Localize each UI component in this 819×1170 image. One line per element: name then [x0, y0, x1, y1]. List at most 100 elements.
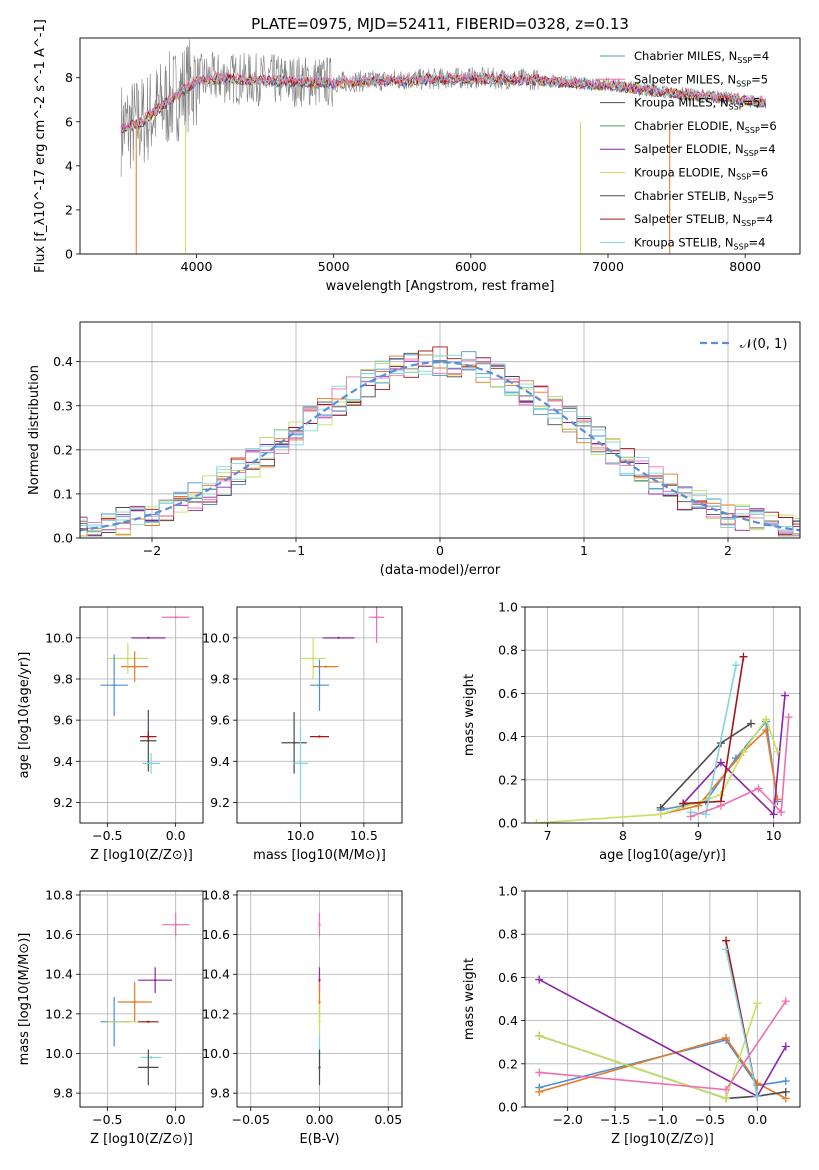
residual-histograms — [80, 346, 800, 537]
y-axis-label: age [log10(age/yr)] — [17, 652, 32, 779]
series-line — [538, 1003, 759, 1100]
data-marker — [679, 799, 688, 808]
x-tick-label: 8 — [619, 828, 627, 843]
y-tick-label: 9.4 — [210, 754, 230, 769]
legend-label: Salpeter MILES, NSSP=5 — [634, 72, 768, 88]
x-tick-label: 6000 — [455, 259, 487, 274]
data-marker — [739, 747, 748, 756]
data-marker — [781, 1087, 790, 1096]
y-tick-label: 10.8 — [202, 887, 230, 902]
data-point — [324, 665, 328, 668]
model-spectrum — [120, 71, 767, 133]
y-axis-label: Normed distribution — [27, 365, 42, 495]
y-tick-label: 0.2 — [498, 772, 518, 787]
x-tick-label: −1.0 — [647, 1112, 677, 1127]
y-tick-label: 6 — [65, 114, 73, 129]
mass-vs-EBV-points — [318, 912, 321, 1086]
histogram-step — [80, 352, 800, 537]
data-marker — [535, 1031, 544, 1040]
data-marker — [722, 1085, 731, 1094]
data-marker — [762, 726, 771, 735]
data-point — [337, 636, 340, 640]
x-tick-label: −0.5 — [92, 828, 122, 843]
y-tick-label: 10.0 — [202, 630, 230, 645]
data-marker — [747, 719, 756, 728]
y-tick-label: 9.6 — [210, 713, 230, 728]
data-point — [318, 923, 321, 926]
y-tick-label: 10.2 — [45, 1006, 73, 1021]
data-marker — [716, 801, 725, 810]
data-point — [375, 616, 378, 619]
legend-label: Kroupa ELODIE, NSSP=6 — [634, 166, 768, 182]
data-marker — [535, 975, 544, 984]
model-spectrum — [120, 71, 767, 132]
x-tick-label: 9 — [694, 828, 702, 843]
x-tick-label: 0.0 — [166, 828, 186, 843]
data-point — [147, 1020, 150, 1023]
data-marker — [535, 1087, 544, 1096]
age-vs-Z-points — [100, 616, 190, 774]
y-tick-label: 0.2 — [498, 1056, 518, 1071]
data-point — [318, 683, 321, 687]
data-point — [147, 1066, 150, 1069]
x-tick-label: 0.00 — [306, 1112, 334, 1127]
x-axis-label: wavelength [Angstrom, rest frame] — [326, 279, 555, 294]
data-point — [112, 683, 116, 687]
histogram-step — [80, 358, 800, 537]
y-tick-label: 10.0 — [45, 630, 73, 645]
data-point — [149, 762, 153, 765]
data-point — [299, 762, 302, 765]
data-marker — [769, 810, 778, 819]
age-vs-mass-axes: 10.0 10.5 9.2 9.4 9.6 9.8 10.0 mass [log10(M/M⊙… — [202, 607, 402, 863]
y-tick-label: 0.3 — [53, 398, 73, 413]
y-tick-label: 0.4 — [498, 1013, 518, 1028]
data-marker — [722, 1094, 731, 1103]
data-point — [174, 616, 177, 619]
data-marker — [753, 1092, 762, 1101]
data-point — [126, 657, 130, 660]
data-marker — [781, 1077, 790, 1086]
y-tick-label: 9.6 — [53, 713, 73, 728]
weight-vs-age-lines — [532, 652, 793, 823]
mass-vs-Z-points — [100, 912, 190, 1086]
x-tick-label: 2 — [724, 543, 732, 558]
data-point — [318, 1020, 321, 1023]
histogram-step — [80, 357, 800, 537]
weight-vs-Z-lines — [535, 936, 790, 1103]
y-axis-label: mass [log10(M/M⊙)] — [17, 933, 32, 1066]
x-tick-label: −0.05 — [232, 1112, 270, 1127]
y-tick-label: 0 — [65, 247, 73, 262]
data-marker — [722, 936, 731, 945]
y-tick-label: 10.2 — [202, 1006, 230, 1021]
axes-frame — [524, 890, 801, 1108]
series-line — [690, 665, 737, 816]
data-marker — [762, 715, 771, 724]
mass-vs-Z-axes: −0.5 0.0 9.8 10.0 10.2 10.4 10.6 10.8 Z [log10(Z… — [17, 887, 203, 1147]
y-tick-label: 0.1 — [53, 486, 73, 501]
axes-frame — [79, 890, 204, 1108]
series-line — [682, 695, 786, 817]
data-marker — [777, 808, 786, 817]
axes-frame — [236, 890, 403, 1108]
axes-frame — [524, 606, 801, 824]
data-point — [318, 1000, 321, 1004]
x-tick-label: −1.5 — [600, 1112, 630, 1127]
spectrum-legend: Chabrier MILES, NSSP=4 Salpeter MILES, NS… — [600, 49, 777, 251]
data-marker — [739, 652, 748, 661]
x-tick-label: 5000 — [318, 259, 350, 274]
data-point — [318, 1066, 321, 1069]
y-tick-label: 0.8 — [498, 927, 518, 942]
y-tick-label: 9.8 — [210, 1086, 230, 1101]
series-line — [536, 717, 779, 823]
data-point — [149, 1056, 153, 1059]
y-tick-label: 9.8 — [210, 672, 230, 687]
histogram-step — [80, 354, 800, 537]
data-marker — [780, 691, 789, 700]
y-tick-label: 10.8 — [45, 887, 73, 902]
series-line — [539, 1039, 786, 1089]
y-tick-label: 8 — [65, 70, 73, 85]
y-tick-label: 9.8 — [53, 1086, 73, 1101]
x-axis-label: E(B-V) — [299, 1132, 339, 1147]
data-point — [126, 1020, 130, 1023]
x-tick-label: 10.0 — [287, 828, 315, 843]
